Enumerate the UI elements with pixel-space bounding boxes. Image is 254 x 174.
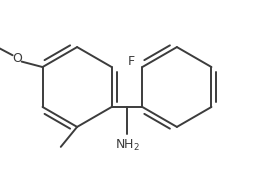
Text: O: O: [12, 52, 22, 65]
Text: F: F: [128, 55, 135, 68]
Text: NH$_2$: NH$_2$: [115, 138, 139, 153]
